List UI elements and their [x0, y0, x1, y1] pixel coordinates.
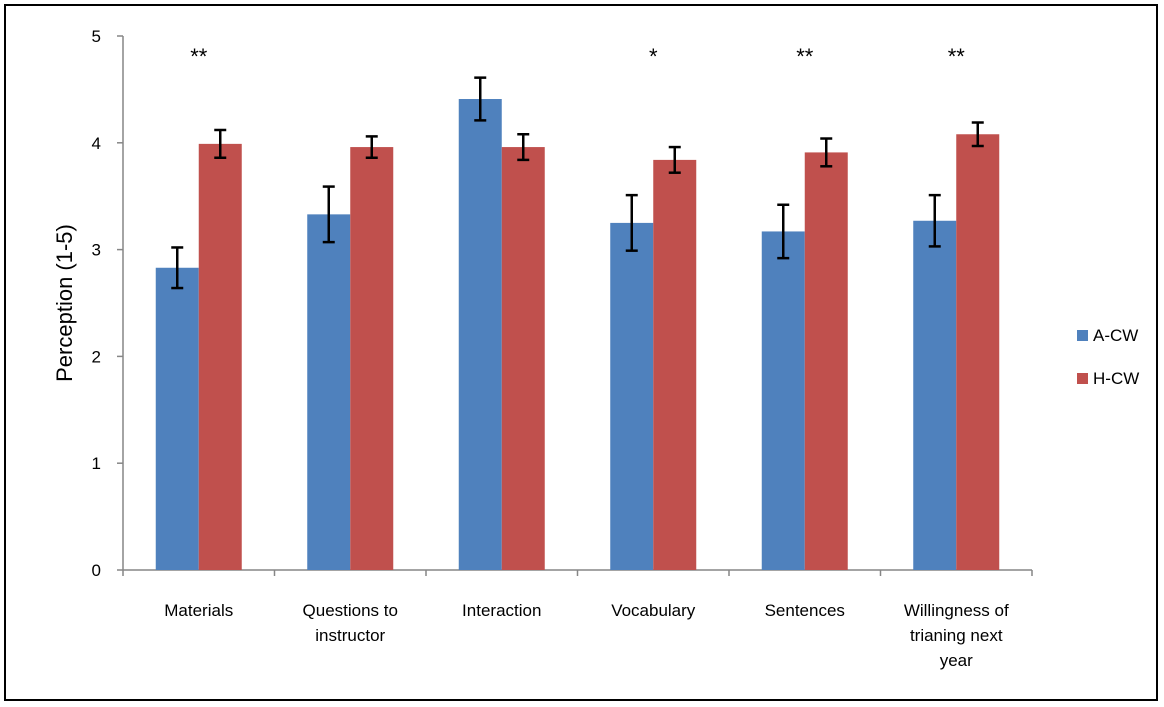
- significance-marker: **: [796, 44, 814, 69]
- bar-h-cw-4: [804, 152, 848, 571]
- bar-h-cw-3: [653, 159, 697, 570]
- x-category-label: Vocabulary: [611, 601, 696, 620]
- bar-a-cw-2: [458, 99, 502, 571]
- y-tick-label: 0: [92, 561, 101, 580]
- y-tick-label: 2: [92, 347, 101, 366]
- bar-h-cw-2: [501, 147, 545, 570]
- bar-a-cw-5: [913, 220, 957, 570]
- bar-a-cw-4: [761, 231, 805, 570]
- legend-swatch-h-cw: [1077, 373, 1088, 384]
- y-tick-label: 5: [92, 27, 101, 46]
- significance-marker: *: [649, 44, 658, 69]
- x-category-label: Materials: [164, 601, 233, 620]
- y-axis-title: Perception (1-5): [52, 224, 77, 382]
- y-tick-label: 3: [92, 241, 101, 260]
- legend-swatch-a-cw: [1077, 330, 1088, 341]
- x-category-label: Sentences: [765, 601, 845, 620]
- y-tick-label: 4: [92, 134, 101, 153]
- bar-a-cw-3: [610, 222, 654, 570]
- significance-marker: **: [948, 44, 966, 69]
- x-category-label: Willingness of trianing next year: [904, 601, 1009, 670]
- bar-a-cw-0: [155, 267, 199, 570]
- x-category-label: Interaction: [462, 601, 541, 620]
- y-tick-label: 1: [92, 454, 101, 473]
- bar-h-cw-5: [956, 134, 1000, 571]
- legend-label-a-cw: A-CW: [1093, 326, 1138, 345]
- bar-h-cw-1: [350, 147, 394, 570]
- bar-a-cw-1: [307, 214, 351, 570]
- legend-label-h-cw: H-CW: [1093, 369, 1139, 388]
- significance-marker: **: [190, 44, 208, 69]
- x-category-label: Questions to instructor: [303, 601, 398, 645]
- bar-h-cw-0: [198, 143, 242, 571]
